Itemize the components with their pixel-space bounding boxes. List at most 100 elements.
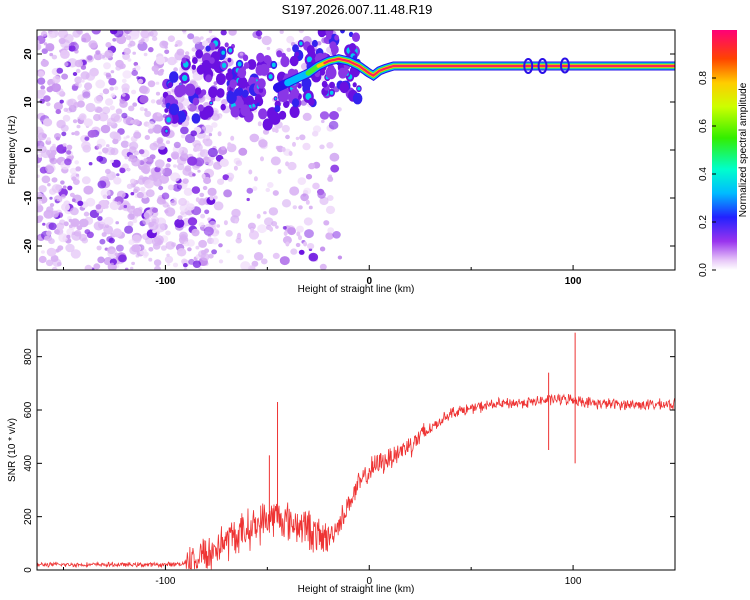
spectrogram-noise-blob: [100, 124, 111, 134]
spectrogram-noise-blob: [202, 156, 212, 165]
spectrogram-noise-blob: [146, 121, 156, 129]
spectrogram-noise-blob: [285, 241, 290, 247]
spectrogram-noise-blob: [82, 91, 91, 99]
spectrogram-noise-blob: [156, 112, 161, 117]
spectrogram-noise-blob: [150, 99, 156, 104]
spectrogram-noise-blob: [97, 180, 107, 189]
spectrogram-noise-blob: [139, 106, 145, 112]
spectrogram-noise-blob: [148, 47, 154, 53]
spectrogram-noise-blob: [282, 226, 287, 230]
spectrogram-noise-blob: [157, 239, 164, 246]
spectrogram-noise-blob: [58, 233, 69, 243]
spectrogram-noise-blob: [252, 186, 258, 192]
spectrogram-noise-blob: [64, 45, 70, 51]
spectrogram-noise-blob: [171, 242, 177, 248]
spectrogram-noise-blob: [54, 133, 61, 140]
spectrogram-noise-blob: [217, 178, 225, 185]
spectrogram-noise-blob: [96, 245, 102, 251]
spectrogram-signal-blob: [290, 88, 300, 99]
spectrogram-signal-core: [357, 86, 361, 91]
spectrogram-noise-blob: [323, 220, 330, 226]
spectrogram-noise-blob: [130, 205, 135, 210]
spectrogram-noise-blob: [39, 98, 45, 104]
spectrogram-noise-blob: [157, 142, 166, 150]
spectrogram-noise-blob: [128, 239, 135, 245]
spectrogram-noise-blob: [109, 86, 114, 91]
spectrogram-noise-blob: [52, 75, 61, 84]
spectrogram-noise-blob: [84, 264, 93, 270]
spectrogram-noise-blob: [330, 164, 340, 173]
spectrogram-noise-blob: [37, 174, 40, 178]
spectrogram-noise-blob: [204, 209, 210, 215]
spectrogram-noise-blob: [132, 207, 143, 217]
spectrogram-signal-blob: [269, 111, 281, 125]
spectrogram-noise-blob: [115, 221, 119, 225]
spectrogram-noise-blob: [113, 30, 124, 38]
spectrogram-noise-blob: [213, 195, 218, 200]
spectrogram-noise-blob: [127, 58, 132, 62]
spectrogram-noise-blob: [124, 267, 129, 270]
spectrogram-noise-blob: [281, 124, 290, 133]
spectrogram-noise-blob: [211, 249, 218, 255]
spectrogram-noise-blob: [148, 31, 154, 37]
spectrogram-noise-blob: [128, 105, 135, 112]
spectrogram-noise-blob: [164, 207, 176, 217]
spectrogram-noise-blob: [139, 186, 146, 192]
spectrogram-noise-blob: [161, 192, 170, 200]
spectrogram-noise-blob: [60, 194, 66, 199]
spectrogram-y-axis-label: Frequency (Hz): [7, 116, 18, 185]
spectrogram-noise-blob: [170, 172, 181, 182]
spectrogram-noise-blob: [285, 134, 290, 140]
spectrogram-noise-blob: [203, 226, 214, 236]
spectrogram-noise-blob: [104, 216, 114, 226]
spectrogram-noise-blob: [191, 186, 201, 194]
spectrogram-signal-blob: [319, 69, 326, 76]
spectrogram-noise-blob: [327, 227, 335, 234]
spectrogram-noise-blob: [83, 185, 94, 195]
spectrogram-noise-blob: [336, 107, 342, 112]
spectrogram-signal-blob: [257, 78, 266, 89]
spectrogram-noise-blob: [223, 189, 233, 198]
snr-series-line: [37, 393, 675, 570]
spectrogram-noise-blob: [97, 216, 103, 221]
spectrogram-noise-blob: [162, 201, 169, 208]
spectrogram-noise-blob: [61, 131, 67, 137]
spectrogram-noise-blob: [51, 83, 61, 93]
spectrogram-noise-blob: [121, 93, 126, 97]
spectrogram-noise-blob: [116, 173, 120, 177]
spectrogram-noise-blob: [50, 150, 57, 156]
spectrogram-noise-blob: [41, 175, 51, 184]
spectrogram-noise-blob: [114, 252, 119, 256]
snr-panel: -100 0 100 0 200 400 600 800 Height of straigh…: [7, 329, 676, 595]
spectrogram-noise-blob: [257, 121, 262, 127]
spectrogram-noise-blob: [45, 259, 54, 267]
spectrogram-noise-blob: [118, 254, 127, 263]
colorbar: 0.0 0.2 0.4 0.6 0.8 Normalized spectral ampl…: [698, 30, 749, 277]
spectrogram-signal-blob: [339, 81, 350, 94]
spectrogram-noise-blob: [197, 169, 201, 173]
spectrogram-noise-blob: [135, 253, 140, 258]
spectrogram-noise-blob: [237, 254, 244, 261]
spectrogram-noise-blob: [52, 143, 56, 147]
spectrogram-noise-blob: [177, 163, 185, 171]
spectrogram-noise-blob: [37, 164, 41, 168]
spectrogram-noise-blob: [188, 258, 195, 265]
spectrogram-noise-blob: [262, 129, 270, 135]
colorbar-gradient: [712, 30, 737, 270]
spectrogram-signal-blob: [191, 113, 201, 124]
spectrogram-signal-core: [329, 90, 334, 95]
x-tick-label: 0: [366, 576, 372, 587]
spectrogram-noise-blob: [253, 251, 264, 261]
spectrogram-noise-blob: [92, 70, 99, 76]
spectrogram-noise-blob: [271, 221, 278, 227]
spectrogram-noise-blob: [202, 138, 207, 144]
spectrogram-y-ticks: 20 10 0 -10 -20: [23, 48, 675, 253]
spectrogram-noise-blob: [183, 263, 188, 268]
spectrogram-signal-blob: [256, 52, 265, 63]
spectrogram-noise-blob: [40, 59, 49, 67]
spectrogram-noise-blob: [208, 30, 213, 34]
spectrogram-noise-blob: [211, 237, 220, 245]
spectrogram-noise-blob: [78, 113, 87, 121]
spectrogram-noise-blob: [86, 231, 94, 239]
spectrogram-signal-blob: [195, 49, 204, 59]
